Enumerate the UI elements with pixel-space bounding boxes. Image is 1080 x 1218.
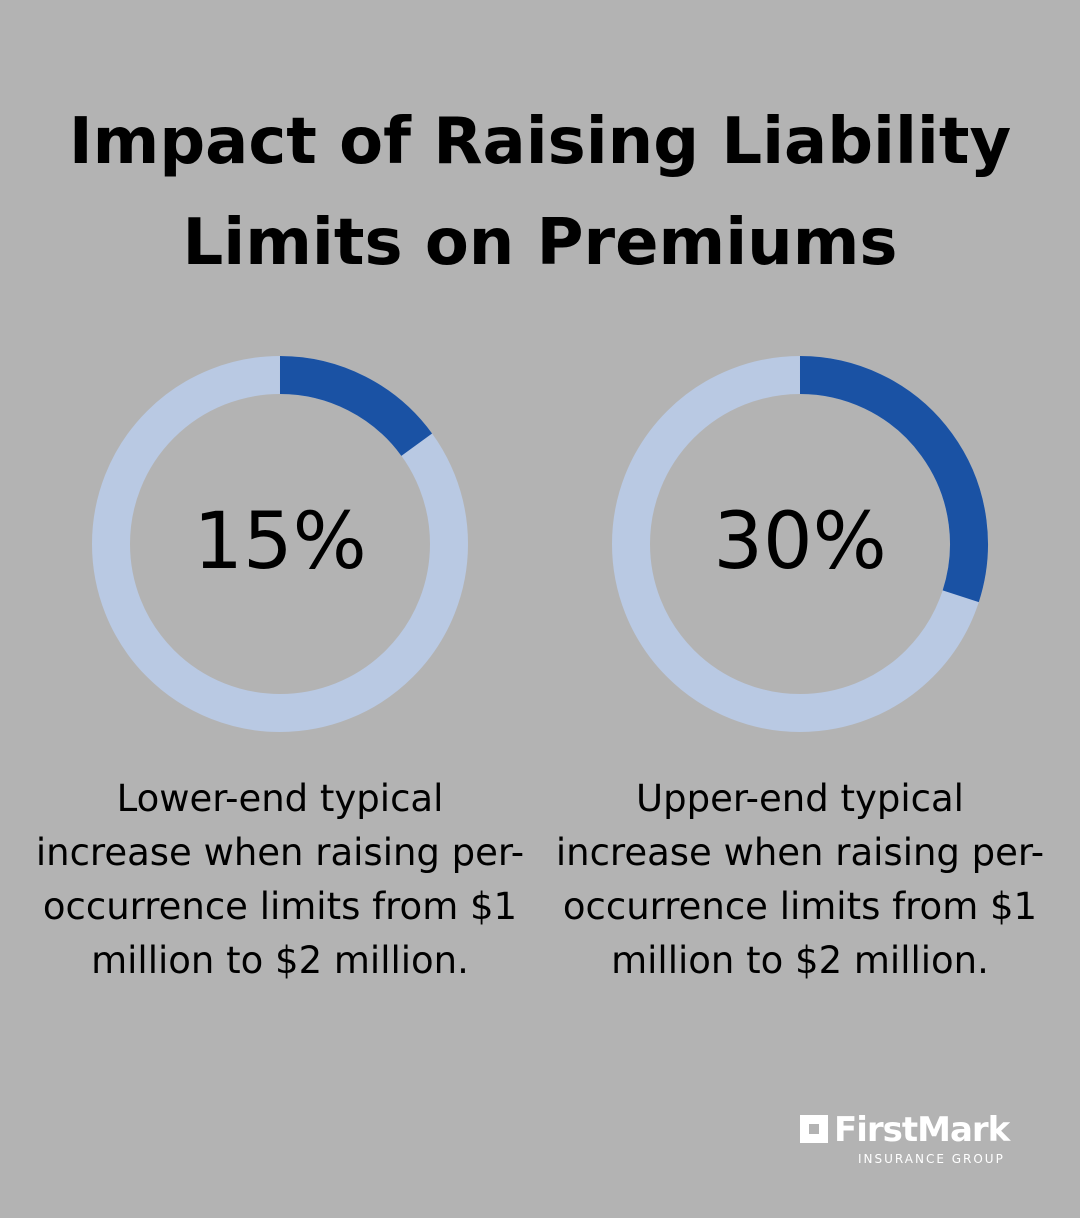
- brand-logo: FirstMark INSURANCE GROUP: [798, 1110, 1038, 1170]
- donut-fill-arc: [279, 356, 433, 457]
- donut-svg-upper: [612, 356, 988, 732]
- square-logo-icon: [800, 1115, 828, 1143]
- logo-subtitle: INSURANCE GROUP: [858, 1152, 1005, 1166]
- description-lower: Lower-end typical increase when raising …: [35, 777, 525, 982]
- percent-label: 30%: [713, 497, 887, 587]
- description-upper: Upper-end typical increase when raising …: [555, 777, 1045, 982]
- donut-fill-arc: [799, 356, 988, 603]
- donut-chart-lower: 15%: [90, 354, 470, 734]
- donut-svg-lower: [92, 356, 468, 732]
- page-title: Impact of Raising Liability Limits on Pr…: [68, 105, 1012, 280]
- donut-chart-upper: 30%: [610, 354, 990, 734]
- logo-name: FirstMark: [834, 1110, 1010, 1150]
- percent-label: 15%: [193, 497, 367, 587]
